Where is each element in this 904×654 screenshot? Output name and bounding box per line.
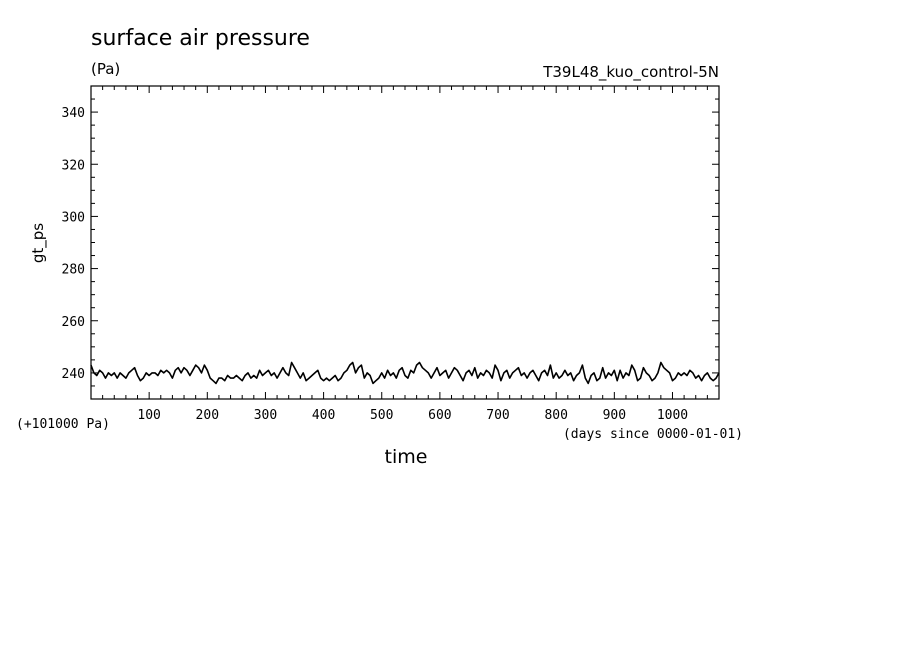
x-tick-label: 600	[428, 408, 451, 423]
y-axis-label: gt_ps	[29, 223, 48, 263]
x-axis-label: time	[385, 446, 428, 468]
y-offset-label: (+101000 Pa)	[16, 417, 110, 432]
series-line	[90, 361, 720, 385]
chart-units: (Pa)	[91, 60, 120, 78]
x-tick-label: 800	[544, 408, 567, 423]
x-tick-label: 500	[370, 408, 393, 423]
plot-frame	[90, 85, 720, 400]
x-tick-label: 1000	[657, 408, 688, 423]
experiment-label: T39L48_kuo_control-5N	[542, 63, 719, 82]
x-tick-label: 700	[486, 408, 509, 423]
y-tick-labels: 240 260 280 300 320 340	[62, 106, 85, 382]
x-tick-label: 400	[312, 408, 335, 423]
y-tick-label: 320	[62, 158, 85, 173]
y-tick-label: 340	[62, 106, 85, 121]
x-tick-label: 300	[254, 408, 277, 423]
chart-title: surface air pressure	[91, 26, 310, 51]
axis-ticks	[91, 86, 719, 399]
y-tick-label: 260	[62, 315, 85, 330]
x-units-label: (days since 0000-01-01)	[563, 427, 743, 442]
y-tick-label: 280	[62, 263, 85, 278]
x-tick-label: 900	[603, 408, 626, 423]
x-tick-labels: 100 200 300 400 500 600 700 800 900 1000	[137, 408, 688, 423]
x-tick-label: 200	[196, 408, 219, 423]
x-tick-label: 100	[137, 408, 160, 423]
y-tick-label: 240	[62, 367, 85, 382]
y-tick-label: 300	[62, 210, 85, 225]
